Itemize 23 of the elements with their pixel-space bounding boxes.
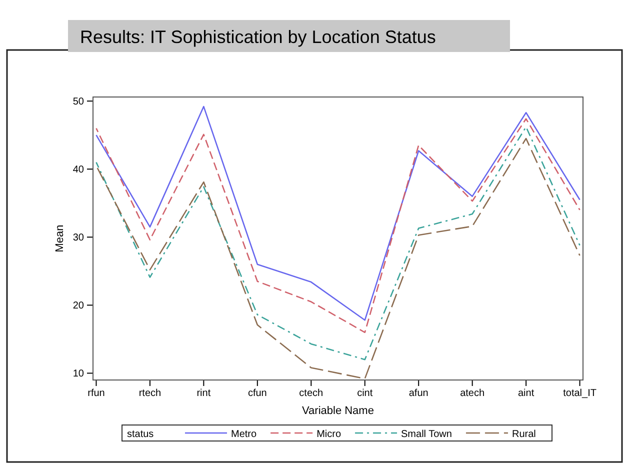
chart-title: Results: IT Sophistication by Location Status (80, 27, 436, 47)
y-tick-label: 10 (72, 368, 84, 380)
x-tick-label: aint (518, 388, 534, 400)
x-tick-label: ctech (299, 388, 324, 400)
legend-label: Metro (231, 429, 257, 440)
y-axis-title: Mean (54, 224, 66, 252)
x-axis-title: Variable Name (302, 405, 374, 417)
y-tick-label: 50 (72, 96, 84, 108)
x-tick-label: cint (357, 388, 373, 400)
y-tick-label: 20 (72, 300, 84, 312)
x-tick-label: atech (460, 388, 485, 400)
x-tick-label: total_IT (563, 388, 596, 400)
x-tick-label: afun (408, 388, 428, 400)
x-tick-label: rint (196, 388, 211, 400)
legend-label: Micro (316, 429, 342, 440)
y-tick-label: 40 (72, 164, 84, 176)
x-tick-label: rfun (88, 388, 105, 400)
x-tick-label: cfun (248, 388, 267, 400)
legend-label: Rural (512, 429, 536, 440)
x-tick-label: rtech (138, 388, 162, 400)
legend-label: Small Town (401, 429, 452, 440)
legend-title: status (127, 429, 154, 440)
y-tick-label: 30 (72, 232, 84, 244)
